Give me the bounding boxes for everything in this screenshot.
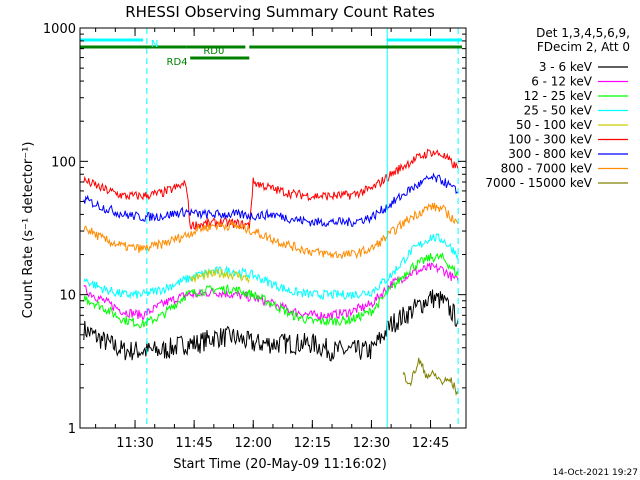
x-axis-label: Start Time (20-May-09 11:16:02) [173, 457, 387, 472]
plot-frame [79, 27, 467, 429]
legend-label: 6 - 12 keV [531, 75, 593, 89]
series-line [189, 268, 250, 284]
series-7000-15000-kev [402, 357, 459, 396]
series-50-100-kev [189, 268, 250, 284]
state-bar-label-rd0: RD0 [203, 46, 224, 57]
x-tick-label: 11:30 [116, 436, 153, 451]
series-line [83, 172, 459, 228]
legend-label: 100 - 300 keV [508, 133, 592, 147]
legend-label: 12 - 25 keV [524, 89, 593, 103]
state-bar-label-n: N [151, 39, 158, 50]
series-800-7000-kev [83, 202, 459, 260]
x-tick-label: 12:15 [294, 436, 331, 451]
series-100-300-kev [83, 148, 459, 231]
x-tick-label: 12:30 [353, 436, 390, 451]
x-tick-label: 12:00 [234, 436, 271, 451]
series-3-6-kev [83, 289, 459, 362]
legend-header-line-2: FDecim 2, Att 0 [537, 40, 630, 54]
series-25-50-kev [83, 233, 459, 301]
x-tick-label: 12:45 [412, 436, 449, 451]
overlay-layer: N RD0 RD4 [79, 28, 463, 428]
legend-label: 800 - 7000 keV [501, 162, 593, 176]
series-line [83, 252, 459, 329]
series-300-800-kev [83, 172, 459, 228]
series-line [83, 202, 459, 260]
legend-label: 300 - 800 keV [508, 147, 592, 161]
x-tick-label: 11:45 [175, 436, 212, 451]
y-tick-label: 1000 [43, 22, 76, 37]
legend-label: 3 - 6 keV [539, 60, 593, 74]
series-line [83, 261, 459, 322]
y-axis-label: Count Rate (s⁻¹ detector⁻¹) [21, 142, 36, 319]
y-tick-label: 100 [51, 155, 76, 170]
series-line [83, 148, 459, 231]
axis-layer: 1 10 100 1000 11:30 11:45 12:00 12:15 12:30 12:45 [43, 22, 466, 451]
series-line [402, 357, 459, 396]
legend-header-line-1: Det 1,3,4,5,6,9, [536, 26, 630, 40]
state-bar-label-rd4: RD4 [167, 57, 188, 68]
series-12-25-kev [83, 252, 459, 329]
timestamp: 14-Oct-2021 19:27 [553, 468, 638, 478]
series-layer [83, 148, 459, 396]
chart-title: RHESSI Observing Summary Count Rates [125, 3, 435, 21]
series-line [83, 289, 459, 362]
legend-label: 7000 - 15000 keV [485, 176, 592, 190]
y-tick-label: 1 [68, 422, 76, 437]
series-6-12-kev [83, 261, 459, 322]
y-tick-label: 10 [59, 289, 76, 304]
legend-label: 50 - 100 keV [516, 118, 593, 132]
legend-label: 25 - 50 keV [524, 104, 593, 118]
series-line [83, 233, 459, 301]
